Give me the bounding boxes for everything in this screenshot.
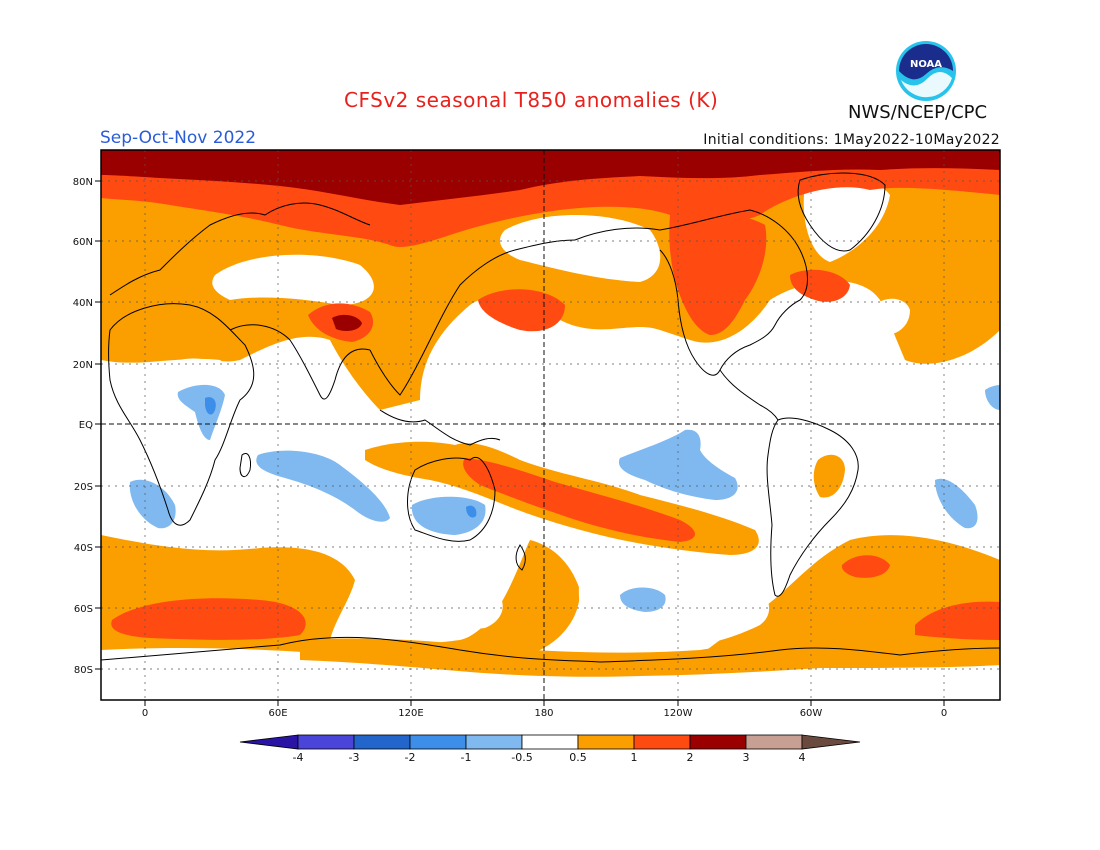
lon-ticks [144,700,945,706]
colorbar-label: 4 [799,751,806,764]
colorbar-segment [409,734,467,750]
neutral-area-north-atlantic [870,298,910,335]
map-gridlines [101,150,1000,700]
neutral-area-greenland [803,177,890,262]
colorbar-segment [297,734,355,750]
lon-label-120w: 120W [664,708,693,719]
lon-label-0-west: 0 [142,708,148,719]
colorbar-segment [577,734,635,750]
neutral-area-south-pacific [578,554,770,652]
lat-label-eq: EQ [79,420,93,431]
lat-label-20s: 20S [74,482,93,493]
neutral-area-tropics-west [101,358,250,385]
cool-anomaly-indian-ocean [256,450,390,522]
strong-warm-north-america [669,214,767,335]
colorbar-segment [353,734,411,750]
strong-warm-southern-ocean-west [111,598,306,640]
strong-warm-southern-ocean-east [915,601,1000,640]
colorbar-labels: -4 -3 -2 -1 -0.5 0.5 1 2 3 4 [293,751,806,764]
arabia-india-outline [229,324,371,400]
lon-label-0-east: 0 [941,708,947,719]
logo-text: NOAA [910,59,942,70]
cool-anomaly-southwest-atlantic [129,479,176,529]
lat-labels: 80N 60N 40N 20N EQ 20S 40S 60S 80S [73,177,93,676]
warm-anomaly-south-america [813,454,845,498]
colorbar-segment [745,734,803,750]
noaa-logo-icon: NOAA [896,41,956,101]
lat-label-80s: 80S [74,665,93,676]
colorbar-arrow-min [239,734,299,750]
cool-anomaly-east-atlantic [985,385,1000,410]
neutral-area-south-indian [353,573,503,630]
lat-label-60s: 60S [74,604,93,615]
colorbar-segment [633,734,691,750]
north-america-outline [574,209,808,376]
cool-anomaly-east-pacific [618,429,738,500]
colorbar-label: -1 [461,751,472,764]
lon-labels: 0 60E 120E 180 120W 60W 0 [142,708,947,719]
equator-dateline [101,150,1000,700]
lat-ticks [95,180,101,670]
south-america-outline [766,417,859,597]
colorbar-label: -0.5 [511,751,532,764]
southeast-asia-outline [379,409,501,446]
warm-anomaly-antarctic-coast [300,625,1000,677]
lat-label-20n: 20N [73,360,93,371]
strong-warm-east-canada [790,269,850,302]
cool-anomaly-south-atlantic [935,478,978,529]
map-title: CFSv2 seasonal T850 anomalies (K) [344,88,719,112]
lon-label-60e: 60E [268,708,287,719]
colorbar-label: -2 [405,751,416,764]
colorbar-label: 0.5 [569,751,587,764]
africa-outline [108,303,255,526]
agency-label: NWS/NCEP/CPC [848,102,988,123]
initial-conditions-label: Initial conditions: 1May2022-10May2022 [703,132,1000,148]
extreme-warm-tibet [332,314,362,331]
lon-label-60w: 60W [800,708,823,719]
colorbar-label: 3 [743,751,750,764]
colorbar-segment [465,734,523,750]
map-frame [100,149,1001,701]
central-america-outline [719,369,779,421]
lat-label-40s: 40S [74,543,93,554]
strong-warm-south-atlantic [841,555,890,578]
lat-label-80n: 80N [73,177,93,188]
extreme-warm-arctic [101,150,1000,205]
antarctica-outline [101,636,1000,663]
neutral-area-north-pacific [500,215,661,282]
lat-label-40n: 40N [73,298,93,309]
lon-label-180: 180 [534,708,553,719]
cool-anomaly-australia-core [466,505,477,518]
cool-anomaly-south-pacific [620,587,666,612]
colorbar-label: 2 [687,751,694,764]
greenland-outline [797,172,886,252]
europe-outline [109,202,371,296]
lon-label-120e: 120E [398,708,423,719]
continent-outlines [101,172,1000,663]
asia-outline [369,239,576,396]
neutral-area-asia [212,254,374,305]
cool-anomaly-africa-core [205,397,216,415]
colorbar-label: 1 [631,751,638,764]
colorbar-label: -4 [293,751,304,764]
colorbar-arrow-max [801,734,861,750]
colorbar-segment [689,734,747,750]
colorbar-label: -3 [349,751,360,764]
madagascar-outline [239,453,251,477]
season-label: Sep-Oct-Nov 2022 [100,128,257,148]
colorbar-segment [521,734,579,750]
colorbar-segments [239,734,861,750]
strong-warm-south-pacific [463,458,695,542]
strong-warm-north-pacific [478,289,565,332]
new-zealand-outline [515,544,526,571]
cool-anomaly-australia [411,496,486,535]
lat-label-60n: 60N [73,237,93,248]
